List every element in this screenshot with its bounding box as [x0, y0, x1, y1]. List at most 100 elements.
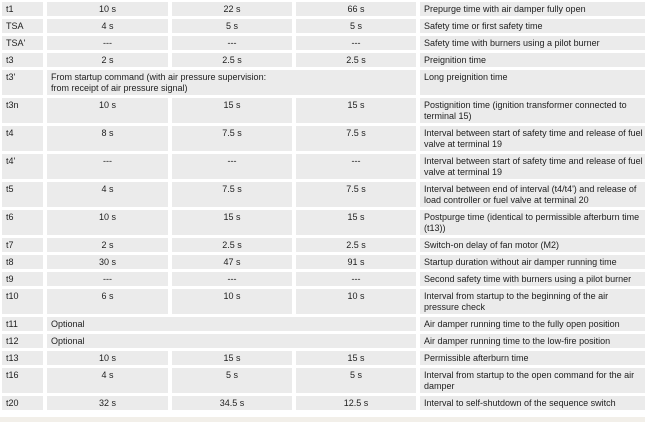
value-cell: 15 s [296, 98, 416, 123]
table-row: t4' --- --- --- Interval between start of sa… [2, 154, 645, 179]
description-cell: Interval to self-shutdown of the sequenc… [420, 396, 645, 410]
param-cell: t6 [2, 210, 43, 235]
description-cell: Second safety time with burners using a … [420, 272, 645, 286]
table-row: t3 2 s 2.5 s 2.5 s Preignition time [2, 53, 645, 67]
description-cell: Interval between start of safety time an… [420, 154, 645, 179]
table-row: t10 6 s 10 s 10 s Interval from startup to t… [2, 289, 645, 314]
description-cell: Postignition time (ignition transformer … [420, 98, 645, 123]
value-cell: 7.5 s [296, 182, 416, 207]
merged-value-cell: Optional [47, 334, 416, 348]
description-cell: Startup duration without air damper runn… [420, 255, 645, 269]
value-cell: 22 s [172, 2, 292, 16]
table-row: t5 4 s 7.5 s 7.5 s Interval between end of i… [2, 182, 645, 207]
table-row: TSA' --- --- --- Safety time with burners us… [2, 36, 645, 50]
timing-table-body: t1 10 s 22 s 66 s Prepurge time with air dam… [2, 2, 645, 410]
table-row: t9 --- --- --- Second safety time with burne… [2, 272, 645, 286]
value-cell: 4 s [47, 182, 168, 207]
value-cell: --- [47, 154, 168, 179]
value-cell: 5 s [296, 368, 416, 393]
value-cell: 7.5 s [172, 126, 292, 151]
value-cell: --- [47, 272, 168, 286]
value-cell: 2.5 s [172, 238, 292, 252]
table-row: TSA 4 s 5 s 5 s Safety time or first safety … [2, 19, 645, 33]
value-cell: 66 s [296, 2, 416, 16]
value-cell: 34.5 s [172, 396, 292, 410]
param-cell: t5 [2, 182, 43, 207]
value-cell: 10 s [296, 289, 416, 314]
value-cell: 10 s [47, 98, 168, 123]
table-row: t6 10 s 15 s 15 s Postpurge time (identical … [2, 210, 645, 235]
value-cell: 12.5 s [296, 396, 416, 410]
value-cell: 47 s [172, 255, 292, 269]
param-cell: t8 [2, 255, 43, 269]
description-cell: Prepurge time with air damper fully open [420, 2, 645, 16]
param-cell: t4' [2, 154, 43, 179]
table-row: t1 10 s 22 s 66 s Prepurge time with air dam… [2, 2, 645, 16]
value-cell: 8 s [47, 126, 168, 151]
value-cell: 15 s [172, 351, 292, 365]
bottom-strip [0, 417, 645, 422]
value-cell: 32 s [47, 396, 168, 410]
value-cell: 10 s [47, 2, 168, 16]
description-cell: Safety time or first safety time [420, 19, 645, 33]
description-cell: Long preignition time [420, 70, 645, 95]
param-cell: t3n [2, 98, 43, 123]
param-cell: t10 [2, 289, 43, 314]
merged-value-cell: From startup command (with air pressure … [47, 70, 416, 95]
param-cell: t4 [2, 126, 43, 151]
value-cell: 15 s [296, 210, 416, 235]
description-cell: Interval between end of interval (t4/t4'… [420, 182, 645, 207]
value-cell: --- [296, 272, 416, 286]
value-cell: 10 s [47, 351, 168, 365]
value-cell: 15 s [172, 210, 292, 235]
param-cell: t11 [2, 317, 43, 331]
value-cell: 7.5 s [172, 182, 292, 207]
table-row: t12 Optional Air damper running time to th… [2, 334, 645, 348]
value-cell: 5 s [172, 368, 292, 393]
value-cell: 10 s [47, 210, 168, 235]
table-row: t20 32 s 34.5 s 12.5 s Interval to self-shut… [2, 396, 645, 410]
param-cell: t7 [2, 238, 43, 252]
description-cell: Permissible afterburn time [420, 351, 645, 365]
param-cell: t3 [2, 53, 43, 67]
value-cell: 2 s [47, 53, 168, 67]
table-row: t3' From startup command (with air pressu… [2, 70, 645, 95]
param-cell: t9 [2, 272, 43, 286]
value-cell: --- [296, 154, 416, 179]
value-cell: --- [172, 272, 292, 286]
value-cell: 15 s [296, 351, 416, 365]
value-cell: 2.5 s [296, 238, 416, 252]
table-row: t11 Optional Air damper running time to th… [2, 317, 645, 331]
value-cell: 6 s [47, 289, 168, 314]
param-cell: t16 [2, 368, 43, 393]
value-cell: 2 s [47, 238, 168, 252]
param-cell: TSA [2, 19, 43, 33]
value-cell: 10 s [172, 289, 292, 314]
param-cell: t3' [2, 70, 43, 95]
param-cell: t1 [2, 2, 43, 16]
description-cell: Air damper running time to the fully ope… [420, 317, 645, 331]
value-cell: 5 s [296, 19, 416, 33]
timing-parameters-table: t1 10 s 22 s 66 s Prepurge time with air dam… [2, 2, 645, 410]
description-cell: Interval between start of safety time an… [420, 126, 645, 151]
description-cell: Interval from startup to the beginning o… [420, 289, 645, 314]
value-cell: 15 s [172, 98, 292, 123]
value-cell: 5 s [172, 19, 292, 33]
value-cell: --- [172, 154, 292, 179]
param-cell: t13 [2, 351, 43, 365]
description-cell: Postpurge time (identical to permissible… [420, 210, 645, 235]
table-row: t13 10 s 15 s 15 s Permissible afterburn tim… [2, 351, 645, 365]
value-cell: 2.5 s [296, 53, 416, 67]
param-cell: t20 [2, 396, 43, 410]
table-row: t7 2 s 2.5 s 2.5 s Switch-on delay of fan mo… [2, 238, 645, 252]
description-cell: Switch-on delay of fan motor (M2) [420, 238, 645, 252]
description-cell: Preignition time [420, 53, 645, 67]
table-row: t3n 10 s 15 s 15 s Postignition time (igniti… [2, 98, 645, 123]
value-cell: 30 s [47, 255, 168, 269]
description-cell: Air damper running time to the low-fire … [420, 334, 645, 348]
value-cell: --- [172, 36, 292, 50]
value-cell: 91 s [296, 255, 416, 269]
description-cell: Interval from startup to the open comman… [420, 368, 645, 393]
table-row: t8 30 s 47 s 91 s Startup duration without a… [2, 255, 645, 269]
